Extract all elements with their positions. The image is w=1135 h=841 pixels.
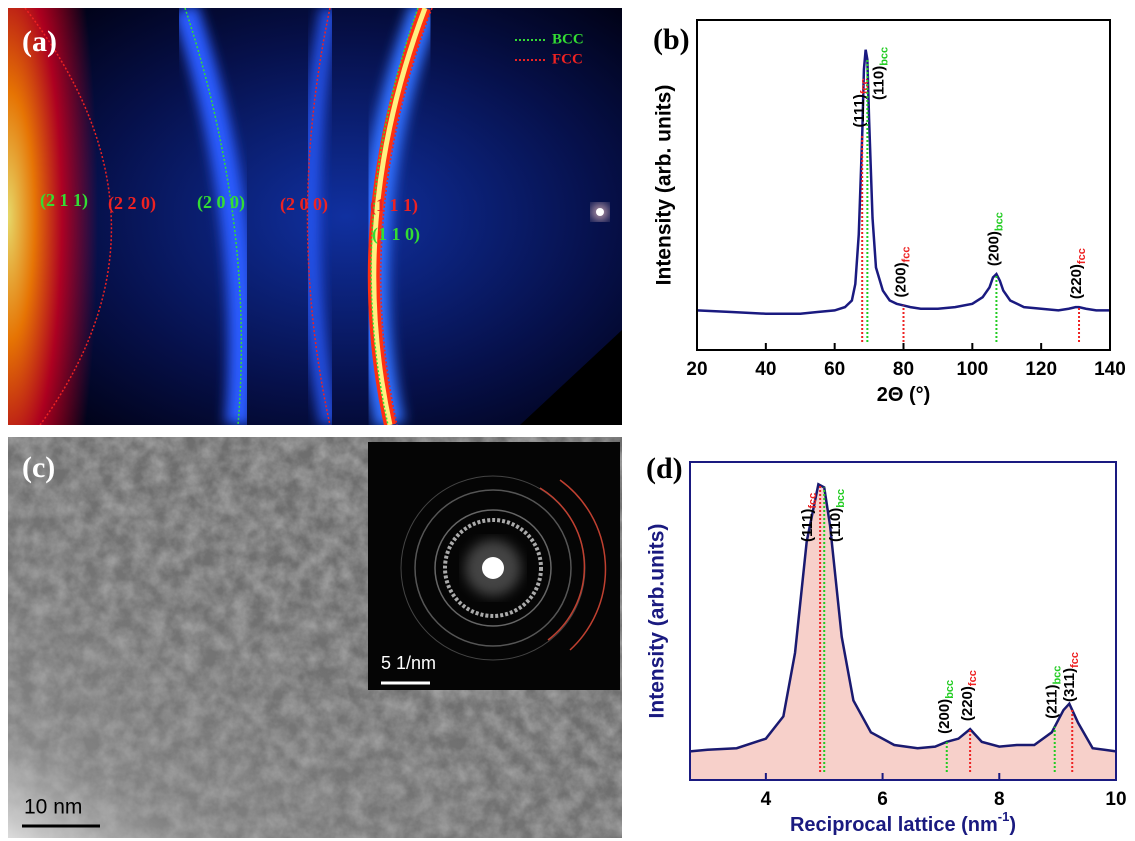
x-axis-label-suffix: )	[1009, 814, 1016, 836]
figure: (a) BCC FCC (2 1 1) (2 2 0) (2 0 0) (2 0 0) (1…	[0, 0, 1135, 841]
x-tick-label: 8	[994, 789, 1005, 810]
reflection-index: (220)	[1068, 264, 1085, 299]
x-tick-label: 100	[956, 359, 988, 380]
x-tick-label: 20	[686, 359, 707, 380]
reflection-label: (220)fcc	[959, 670, 979, 721]
plot-frame	[697, 20, 1110, 350]
x-tick-label: 40	[755, 359, 776, 380]
reflection-label: (2 1 1)	[40, 190, 88, 211]
inset-scale-label: 5 1/nm	[381, 653, 436, 673]
reflection-label: (2 2 0)	[108, 193, 156, 214]
panel-label: (c)	[22, 451, 55, 484]
reflection-index: (200)	[936, 699, 953, 734]
x-tick-label: 80	[893, 359, 914, 380]
reflection-label: (2 0 0)	[280, 194, 328, 215]
y-axis-label: Intensity (arb.units)	[646, 524, 669, 719]
x-axis-label: 2Θ (°)	[877, 384, 931, 406]
reflection-label: (311)fcc	[1061, 652, 1081, 702]
reflection-phase: bcc	[993, 212, 1005, 231]
reflection-index: (200)	[985, 231, 1002, 266]
reflection-phase: fcc	[967, 670, 979, 686]
panel-label: (d)	[646, 452, 683, 485]
scale-label: 10 nm	[24, 796, 82, 819]
reflection-label: (200)bcc	[936, 680, 956, 734]
x-tick-label: 10	[1105, 789, 1126, 810]
reflection-index: (111)	[851, 94, 868, 127]
reflection-phase: bcc	[944, 680, 956, 699]
reflection-index: (110)	[870, 66, 887, 100]
x-axis-label-text: Reciprocal lattice (nm	[790, 814, 998, 836]
x-axis-label: Reciprocal lattice (nm-1)	[790, 809, 1016, 836]
reflection-index: (111)	[799, 509, 816, 542]
reflection-index: (220)	[959, 686, 976, 721]
legend-label: FCC	[552, 51, 583, 67]
reflection-label: (111)fcc	[799, 493, 819, 542]
reflection-label: (1 1 1)	[370, 195, 418, 216]
reflection-phase: fcc	[900, 247, 912, 263]
reflection-phase: fcc	[807, 493, 819, 509]
reflection-label: (200)fcc	[892, 247, 912, 298]
reflection-label: (200)bcc	[985, 212, 1005, 266]
reflection-index: (110)	[827, 508, 844, 542]
reflection-label: (110)bcc	[827, 489, 847, 542]
reflection-label: (110)bcc	[870, 47, 890, 100]
reflection-phase: fcc	[859, 78, 871, 94]
tem-image	[8, 437, 622, 838]
x-tick-label: 6	[877, 789, 888, 810]
x-axis-label-sup: -1	[998, 809, 1010, 824]
panel-label: (b)	[653, 23, 690, 56]
x-tick-label: 60	[824, 359, 845, 380]
x-tick-label: 120	[1025, 359, 1057, 380]
y-axis-label: Intensity (arb. units)	[653, 85, 676, 286]
legend-label: BCC	[552, 31, 584, 47]
x-axis-label-text: 2Θ (°)	[877, 384, 931, 406]
x-tick-label: 4	[761, 789, 772, 810]
reflection-phase: bcc	[878, 47, 890, 66]
x-tick-label: 140	[1094, 359, 1126, 380]
area	[690, 484, 1116, 780]
reflection-label: (220)fcc	[1068, 248, 1088, 299]
reflection-phase: bcc	[835, 489, 847, 508]
panel-label: (a)	[22, 25, 57, 58]
reflection-phase: fcc	[1069, 652, 1081, 668]
reflection-index: (200)	[892, 262, 909, 297]
reflection-label: (1 1 0)	[372, 224, 420, 245]
reflection-phase: fcc	[1076, 248, 1088, 264]
page: {"panels": { "a": {"label": "(a)", "lege…	[0, 0, 1135, 841]
reflection-index: (211)	[1044, 685, 1061, 719]
reflection-index: (311)	[1061, 668, 1078, 702]
reflection-label: (2 0 0)	[197, 192, 245, 213]
diffraction-image	[8, 8, 622, 425]
